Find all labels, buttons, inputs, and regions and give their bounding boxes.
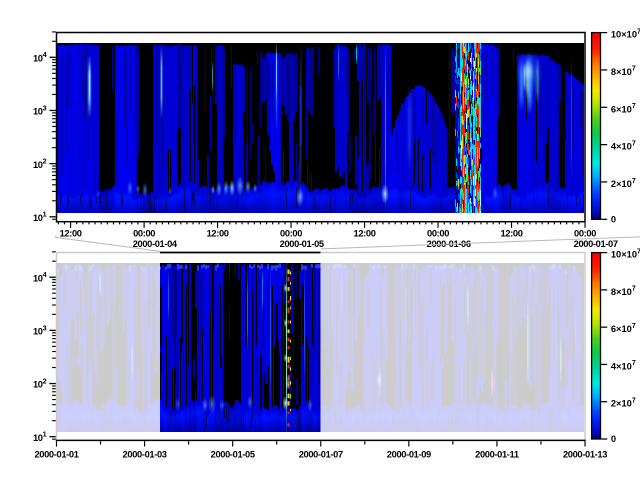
svg-text:0: 0 [611,215,616,225]
svg-text:101: 101 [33,210,47,223]
svg-text:2000-01-09: 2000-01-09 [387,450,431,460]
svg-text:2000-01-13: 2000-01-13 [563,450,607,460]
svg-text:12:00: 12:00 [501,228,523,238]
svg-text:10×107: 10×107 [611,248,640,259]
svg-text:103: 103 [33,103,47,116]
svg-text:4×107: 4×107 [611,140,636,151]
svg-text:10×107: 10×107 [611,28,640,39]
svg-text:00:00: 00:00 [574,228,596,238]
svg-text:104: 104 [33,50,47,63]
svg-text:104: 104 [33,270,47,283]
svg-text:12:00: 12:00 [354,228,376,238]
svg-text:2000-01-07: 2000-01-07 [574,239,618,249]
svg-text:2×107: 2×107 [611,398,636,409]
svg-text:12:00: 12:00 [207,228,229,238]
svg-text:102: 102 [33,376,47,389]
svg-text:2000-01-11: 2000-01-11 [475,450,519,460]
svg-text:2000-01-05: 2000-01-05 [280,239,324,249]
svg-text:8×107: 8×107 [611,286,636,297]
svg-text:0: 0 [611,434,616,444]
svg-text:12:00: 12:00 [60,228,82,238]
svg-text:2000-01-07: 2000-01-07 [299,450,343,460]
svg-text:00:00: 00:00 [427,228,449,238]
svg-text:00:00: 00:00 [133,228,155,238]
svg-text:2×107: 2×107 [611,178,636,189]
svg-text:6×107: 6×107 [611,103,636,114]
svg-text:2000-01-04: 2000-01-04 [133,239,178,249]
svg-text:8×107: 8×107 [611,66,636,77]
svg-text:2000-01-05: 2000-01-05 [211,450,255,460]
svg-text:2000-01-03: 2000-01-03 [123,450,167,460]
svg-text:00:00: 00:00 [280,228,302,238]
svg-text:2000-01-06: 2000-01-06 [427,239,471,249]
svg-text:4×107: 4×107 [611,360,636,371]
svg-text:6×107: 6×107 [611,323,636,334]
svg-text:102: 102 [33,157,47,170]
svg-text:101: 101 [33,430,47,443]
svg-text:2000-01-01: 2000-01-01 [34,450,78,460]
svg-text:103: 103 [33,323,47,336]
